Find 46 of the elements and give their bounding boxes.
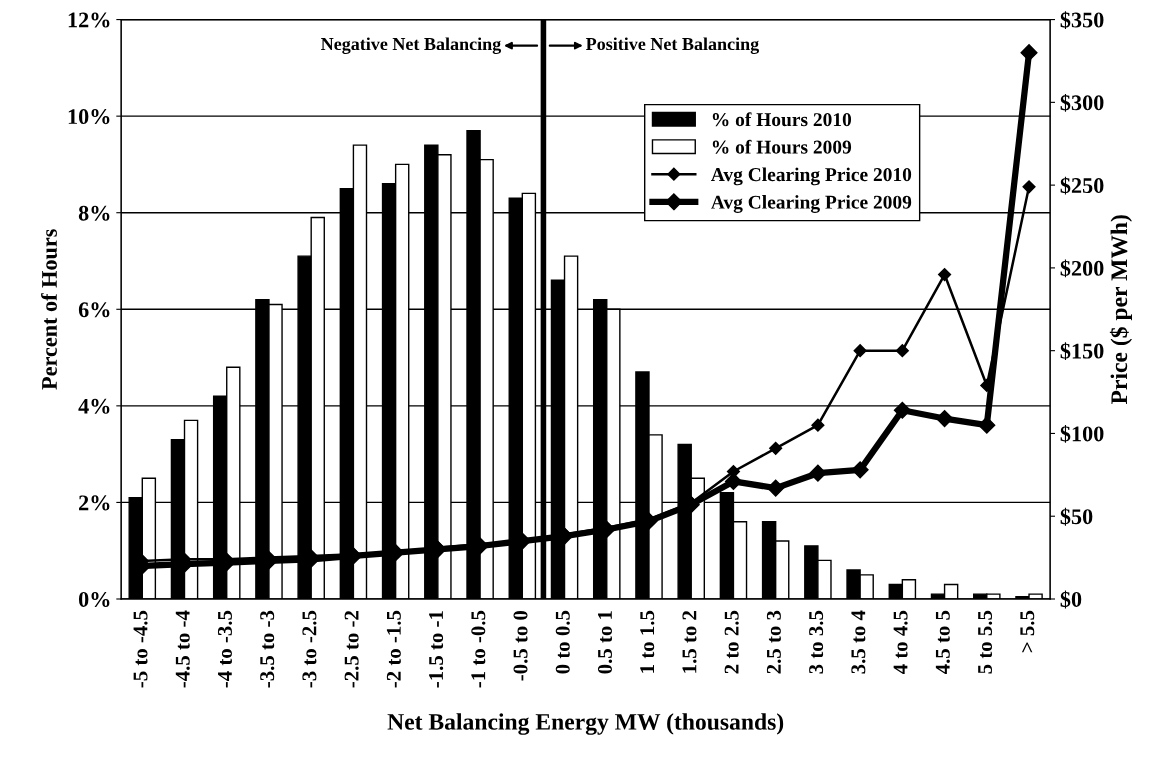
x-tick-label: -3.5 to -3: [260, 610, 275, 688]
x-tick-label: -1.5 to -1: [429, 611, 444, 688]
y-tick-label: 8%: [78, 205, 110, 221]
legend-label: % of Hours 2010: [712, 112, 852, 127]
y-tick-label: 10%: [68, 109, 110, 125]
y2-tick-label: $200: [1060, 259, 1104, 278]
x-tick-label: 5 to 5.5: [978, 610, 993, 674]
y-tick-label: 6%: [78, 302, 110, 318]
x-tick-label: 3 to 3.5: [809, 610, 824, 674]
x-tick-label: -2 to -1.5: [386, 610, 401, 688]
legend-label: Avg Clearing Price 2009: [711, 195, 912, 213]
legend-label: % of Hours 2009: [712, 139, 852, 154]
x-tick-label: 1.5 to 2: [682, 611, 697, 673]
x-tick-label: -1 to -0.5: [471, 610, 486, 688]
x-tick-label: 0.5 to 1: [597, 611, 613, 674]
x-tick-label: > 5.5: [1020, 610, 1035, 653]
x-axis-title: Net Balancing Energy MW (thousands): [387, 713, 784, 735]
y2-tick-label: $250: [1060, 176, 1104, 195]
y-axis-title: Percent of Hours: [41, 229, 57, 390]
y2-axis-title: Price ($ per MWh): [1109, 215, 1132, 405]
legend-label: Avg Clearing Price 2010: [711, 167, 912, 186]
x-tick-label: -4.5 to -4: [175, 610, 190, 688]
x-tick-label: -3 to -2.5: [302, 610, 317, 688]
y2-tick-label: $0: [1060, 590, 1082, 609]
x-tick-label: -0.5 to 0: [513, 610, 528, 681]
y-tick-label: 4%: [78, 398, 110, 414]
x-tick-label: -5 to -4.5: [133, 610, 148, 688]
x-tick-label: 4 to 4.5: [893, 610, 908, 675]
y2-tick-label: $350: [1060, 11, 1104, 29]
y2-tick-label: $100: [1060, 425, 1104, 443]
x-tick-label: -4 to -3.5: [217, 610, 233, 688]
x-tick-label: 2 to 2.5: [724, 610, 739, 674]
x-tick-label: -2.5 to -2: [344, 611, 359, 688]
y2-tick-label: $300: [1060, 93, 1104, 112]
y2-tick-label: $150: [1060, 342, 1104, 361]
x-tick-label: 1 to 1.5: [640, 610, 655, 673]
y-tick-label: 0%: [78, 591, 110, 607]
x-tick-label: 2.5 to 3: [766, 610, 781, 674]
x-tick-label: 4.5 to 5: [935, 610, 950, 675]
x-tick-label: 3.5 to 4: [851, 610, 866, 674]
y-tick-label: 12%: [68, 12, 110, 28]
annotation: Negative Net Balancing: [321, 37, 502, 54]
y-tick-label: 2%: [79, 495, 110, 511]
annotation: Positive Net Balancing: [585, 37, 759, 54]
x-tick-label: 0 to 0.5: [555, 610, 570, 674]
y2-tick-label: $50: [1060, 507, 1093, 526]
